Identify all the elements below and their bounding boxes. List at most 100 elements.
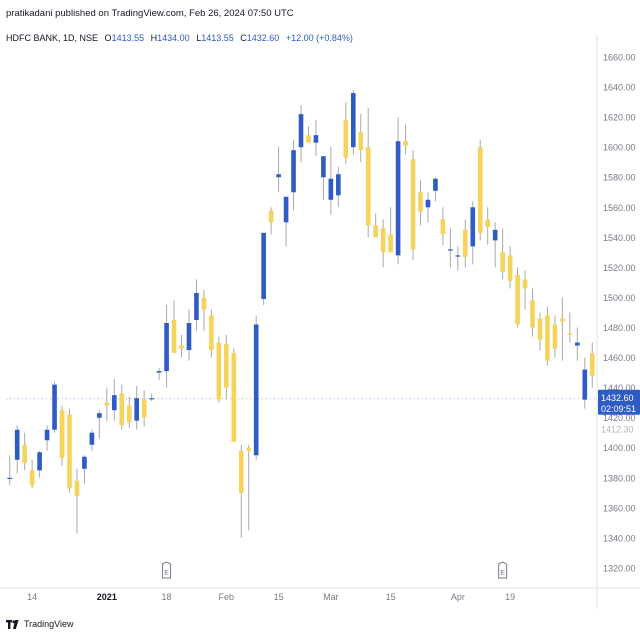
- earnings-marker-label: E: [164, 570, 169, 577]
- y-tick-label: 1460.00: [603, 353, 636, 363]
- y-tick-label: 1380.00: [603, 473, 636, 483]
- candle-body: [201, 297, 207, 310]
- candle-body: [111, 395, 117, 411]
- x-tick-label: 18: [162, 592, 172, 602]
- close-value: 1432.60: [246, 33, 280, 43]
- open-label: O: [104, 33, 112, 43]
- candle-body: [164, 323, 169, 372]
- earnings-marker-label: E: [500, 570, 505, 577]
- high-value: 1434.00: [157, 33, 190, 43]
- earnings-marker-icon: [162, 561, 172, 579]
- candle-body: [59, 410, 65, 459]
- candle-body: [52, 384, 57, 430]
- candle-body: [134, 398, 140, 421]
- candle-body: [37, 452, 42, 471]
- candle-body: [179, 345, 184, 349]
- symbol-name: HDFC BANK, 1D, NSE: [6, 33, 99, 43]
- open-value: 1413.55: [111, 33, 145, 43]
- candle-body: [171, 320, 177, 354]
- candle-body: [306, 135, 311, 143]
- candle-body: [440, 219, 446, 235]
- tradingview-logo-icon: [6, 619, 19, 629]
- candle-body: [515, 274, 520, 325]
- y-tick-label: 1420.00: [603, 413, 636, 423]
- candle-body: [425, 199, 431, 208]
- candle-body: [373, 225, 378, 238]
- candle-body: [500, 252, 505, 272]
- y-tick-label: 1600.00: [603, 143, 636, 153]
- candle-body: [403, 141, 408, 146]
- footer-brand: TradingView: [6, 619, 74, 629]
- candle-body: [156, 371, 162, 373]
- candle-body: [492, 229, 498, 241]
- candle-body: [589, 353, 595, 376]
- candle-body: [448, 249, 453, 251]
- candle-body: [530, 300, 535, 328]
- candle-body: [253, 324, 259, 456]
- candle-body: [126, 405, 132, 423]
- candle-body: [455, 255, 461, 257]
- y-tick-label: 1360.00: [603, 503, 636, 513]
- x-tick-label: 15: [386, 592, 396, 602]
- candle-body: [358, 132, 364, 151]
- x-tick-label: Mar: [323, 592, 339, 602]
- y-tick-label: 1440.00: [603, 383, 636, 393]
- earnings-marker-icon: [498, 561, 508, 579]
- y-tick-label: 1500.00: [603, 293, 636, 303]
- candle-body: [231, 353, 237, 442]
- high-label: H: [150, 33, 158, 43]
- y-tick-label: 1520.00: [603, 263, 636, 273]
- candle-body: [276, 174, 281, 178]
- candle-body: [104, 402, 110, 406]
- candle-body: [313, 135, 319, 143]
- close-label: C: [240, 33, 247, 43]
- candle-body: [575, 342, 580, 346]
- candle-body: [44, 429, 50, 441]
- candle-body: [268, 210, 274, 223]
- y-tick-label: 1580.00: [603, 173, 636, 183]
- candle-body: [149, 398, 154, 400]
- candle-body: [119, 393, 125, 426]
- candle-body: [582, 369, 588, 400]
- y-tick-label: 1320.00: [603, 563, 636, 573]
- candle-body: [89, 432, 95, 445]
- x-tick-label: 2021: [97, 592, 117, 602]
- y-tick-label: 1480.00: [603, 323, 636, 333]
- publisher-caption: pratikadani published on TradingView.com…: [6, 8, 294, 19]
- candle-body: [470, 207, 476, 247]
- candle-body: [216, 342, 222, 400]
- candle-body: [380, 228, 386, 253]
- low-label: L: [196, 33, 202, 43]
- candle-body: [261, 232, 266, 299]
- candle-body: [238, 450, 244, 493]
- y-tick-label: 1400.00: [603, 443, 636, 453]
- candle-body: [537, 318, 543, 340]
- brand-name: TradingView: [24, 619, 74, 629]
- countdown-label: 02:09:51: [601, 404, 636, 414]
- secondary-price-label-bg: [598, 423, 640, 436]
- candle-body: [433, 178, 438, 191]
- candle-body: [388, 234, 393, 253]
- candle-body: [567, 333, 573, 336]
- candle-body: [29, 470, 35, 486]
- low-value: 1413.55: [201, 33, 234, 43]
- candle-body: [22, 444, 27, 463]
- candle-body: [67, 414, 72, 489]
- candle-body: [246, 447, 252, 451]
- candle-body: [283, 196, 289, 223]
- candle-body: [485, 219, 491, 227]
- y-tick-label: 1560.00: [603, 203, 636, 213]
- candle-body: [418, 192, 423, 212]
- candle-body: [97, 413, 102, 418]
- candle-body: [462, 229, 468, 257]
- x-tick-label: Feb: [219, 592, 235, 602]
- y-tick-label: 1640.00: [603, 83, 636, 93]
- x-tick-label: 19: [505, 592, 515, 602]
- candle-body: [321, 156, 326, 178]
- candle-body: [328, 178, 334, 200]
- change-value: +12.00 (+0.84%): [285, 33, 353, 43]
- candle-body: [477, 147, 483, 233]
- candle-body: [298, 114, 304, 148]
- candle-body: [343, 120, 349, 158]
